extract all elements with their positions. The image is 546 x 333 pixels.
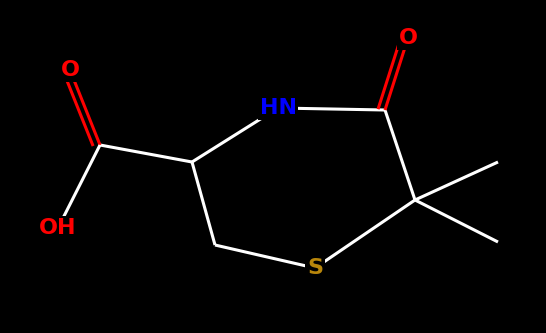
Text: O: O [399, 28, 418, 48]
Text: OH: OH [39, 218, 77, 238]
Text: O: O [61, 60, 80, 80]
Text: S: S [307, 258, 323, 278]
Text: HN: HN [259, 98, 296, 118]
